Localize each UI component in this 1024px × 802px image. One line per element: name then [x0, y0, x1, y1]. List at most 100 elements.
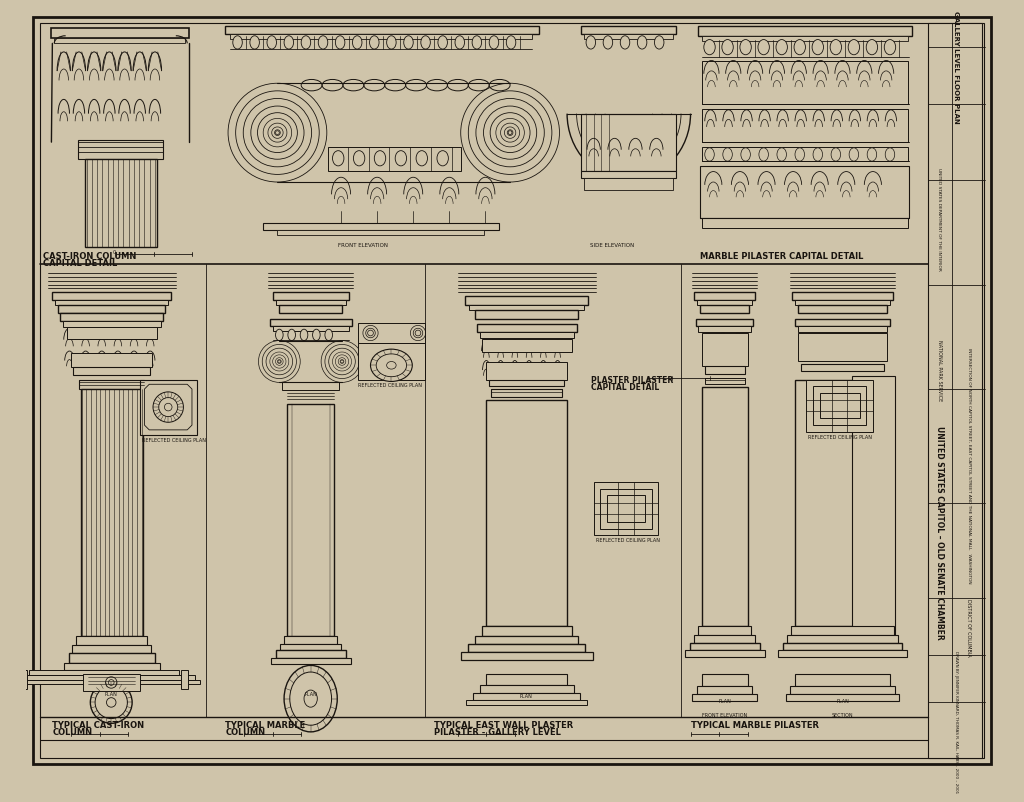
Bar: [180, 670, 188, 689]
Ellipse shape: [705, 148, 715, 162]
Bar: [696, 319, 754, 327]
Bar: [281, 644, 341, 650]
Bar: [278, 231, 484, 236]
Bar: [481, 626, 571, 636]
Ellipse shape: [849, 148, 858, 162]
Bar: [600, 489, 651, 529]
Text: REFLECTED CEILING PLAN: REFLECTED CEILING PLAN: [596, 537, 659, 542]
Bar: [81, 390, 142, 636]
Bar: [486, 363, 567, 380]
Bar: [58, 306, 166, 314]
Bar: [795, 381, 890, 626]
Text: COLUMN: COLUMN: [225, 727, 265, 736]
Circle shape: [106, 698, 116, 707]
Circle shape: [278, 361, 281, 363]
Bar: [85, 160, 157, 247]
Bar: [275, 650, 346, 658]
Ellipse shape: [740, 41, 752, 55]
Ellipse shape: [376, 354, 407, 377]
Bar: [283, 383, 339, 391]
Ellipse shape: [472, 37, 481, 50]
Ellipse shape: [353, 152, 365, 167]
Bar: [694, 293, 755, 301]
Text: MARBLE PILASTER CAPITAL DETAIL: MARBLE PILASTER CAPITAL DETAIL: [700, 252, 863, 261]
Bar: [582, 115, 676, 172]
Text: PILASTER - GALLERY LEVEL: PILASTER - GALLERY LEVEL: [434, 727, 561, 736]
Text: INTERSECTION OF NORTH CAPITOL STREET, EAST CAPITOL STREET AND THE NATIONAL MALL : INTERSECTION OF NORTH CAPITOL STREET, EA…: [967, 348, 971, 583]
Bar: [263, 224, 499, 231]
Bar: [819, 393, 859, 419]
Text: PLASTER PILASTER: PLASTER PILASTER: [591, 375, 673, 384]
Ellipse shape: [654, 37, 664, 50]
Text: PLAN: PLAN: [718, 698, 731, 703]
Ellipse shape: [830, 41, 842, 55]
Text: FRONT ELEVATION: FRONT ELEVATION: [338, 242, 388, 248]
Text: REFLECTED CEILING PLAN: REFLECTED CEILING PLAN: [808, 434, 872, 439]
Bar: [475, 636, 579, 644]
Bar: [468, 644, 585, 652]
Bar: [78, 141, 164, 160]
Bar: [689, 642, 760, 650]
Bar: [798, 306, 887, 314]
Bar: [701, 110, 908, 143]
Ellipse shape: [416, 152, 427, 167]
Ellipse shape: [375, 152, 386, 167]
Ellipse shape: [290, 672, 332, 725]
Bar: [52, 293, 171, 301]
Bar: [594, 483, 658, 536]
Ellipse shape: [371, 350, 413, 382]
Bar: [461, 652, 593, 660]
Bar: [582, 27, 676, 34]
Bar: [813, 387, 866, 426]
Text: COLUMN: COLUMN: [52, 727, 92, 736]
Ellipse shape: [506, 37, 516, 50]
Text: SECTION: SECTION: [831, 712, 853, 717]
Ellipse shape: [794, 41, 806, 55]
Circle shape: [153, 392, 183, 423]
Ellipse shape: [304, 691, 317, 707]
Bar: [607, 496, 645, 522]
Ellipse shape: [867, 148, 877, 162]
Bar: [19, 680, 200, 685]
Ellipse shape: [812, 41, 823, 55]
Ellipse shape: [489, 37, 499, 50]
Ellipse shape: [336, 37, 345, 50]
Ellipse shape: [395, 152, 407, 167]
Bar: [698, 27, 911, 37]
Ellipse shape: [421, 37, 430, 50]
Ellipse shape: [722, 41, 733, 55]
Text: CAPITAL DETAIL: CAPITAL DETAIL: [43, 259, 117, 268]
Bar: [782, 642, 902, 650]
Bar: [24, 675, 195, 680]
Bar: [69, 653, 155, 662]
Ellipse shape: [403, 37, 414, 50]
Ellipse shape: [776, 41, 787, 55]
Ellipse shape: [603, 37, 612, 50]
Bar: [486, 401, 567, 626]
Bar: [701, 37, 908, 43]
Text: GALLERY LEVEL FLOOR PLAN: GALLERY LEVEL FLOOR PLAN: [953, 10, 959, 124]
Ellipse shape: [437, 152, 449, 167]
Circle shape: [275, 132, 280, 136]
Text: PLAN: PLAN: [520, 693, 532, 698]
Bar: [584, 179, 674, 190]
Bar: [791, 687, 895, 694]
Bar: [701, 219, 908, 229]
Polygon shape: [144, 385, 191, 431]
Bar: [698, 327, 752, 333]
Ellipse shape: [621, 37, 630, 50]
Text: TYPICAL MARBLE: TYPICAL MARBLE: [225, 719, 305, 728]
Ellipse shape: [586, 37, 596, 50]
Text: SIDE ELEVATION: SIDE ELEVATION: [590, 242, 634, 248]
Text: UNITED STATES CAPITOL – OLD SENATE CHAMBER: UNITED STATES CAPITOL – OLD SENATE CHAMB…: [935, 425, 944, 638]
Ellipse shape: [300, 330, 308, 341]
Text: UNITED STATES DEPARTMENT OF THE INTERIOR: UNITED STATES DEPARTMENT OF THE INTERIOR: [937, 168, 941, 270]
Bar: [701, 674, 748, 687]
Text: PLAN: PLAN: [836, 698, 849, 703]
Ellipse shape: [301, 37, 310, 50]
Circle shape: [159, 398, 178, 417]
Ellipse shape: [312, 330, 321, 341]
Ellipse shape: [284, 37, 294, 50]
Bar: [29, 670, 178, 675]
Bar: [798, 334, 887, 362]
